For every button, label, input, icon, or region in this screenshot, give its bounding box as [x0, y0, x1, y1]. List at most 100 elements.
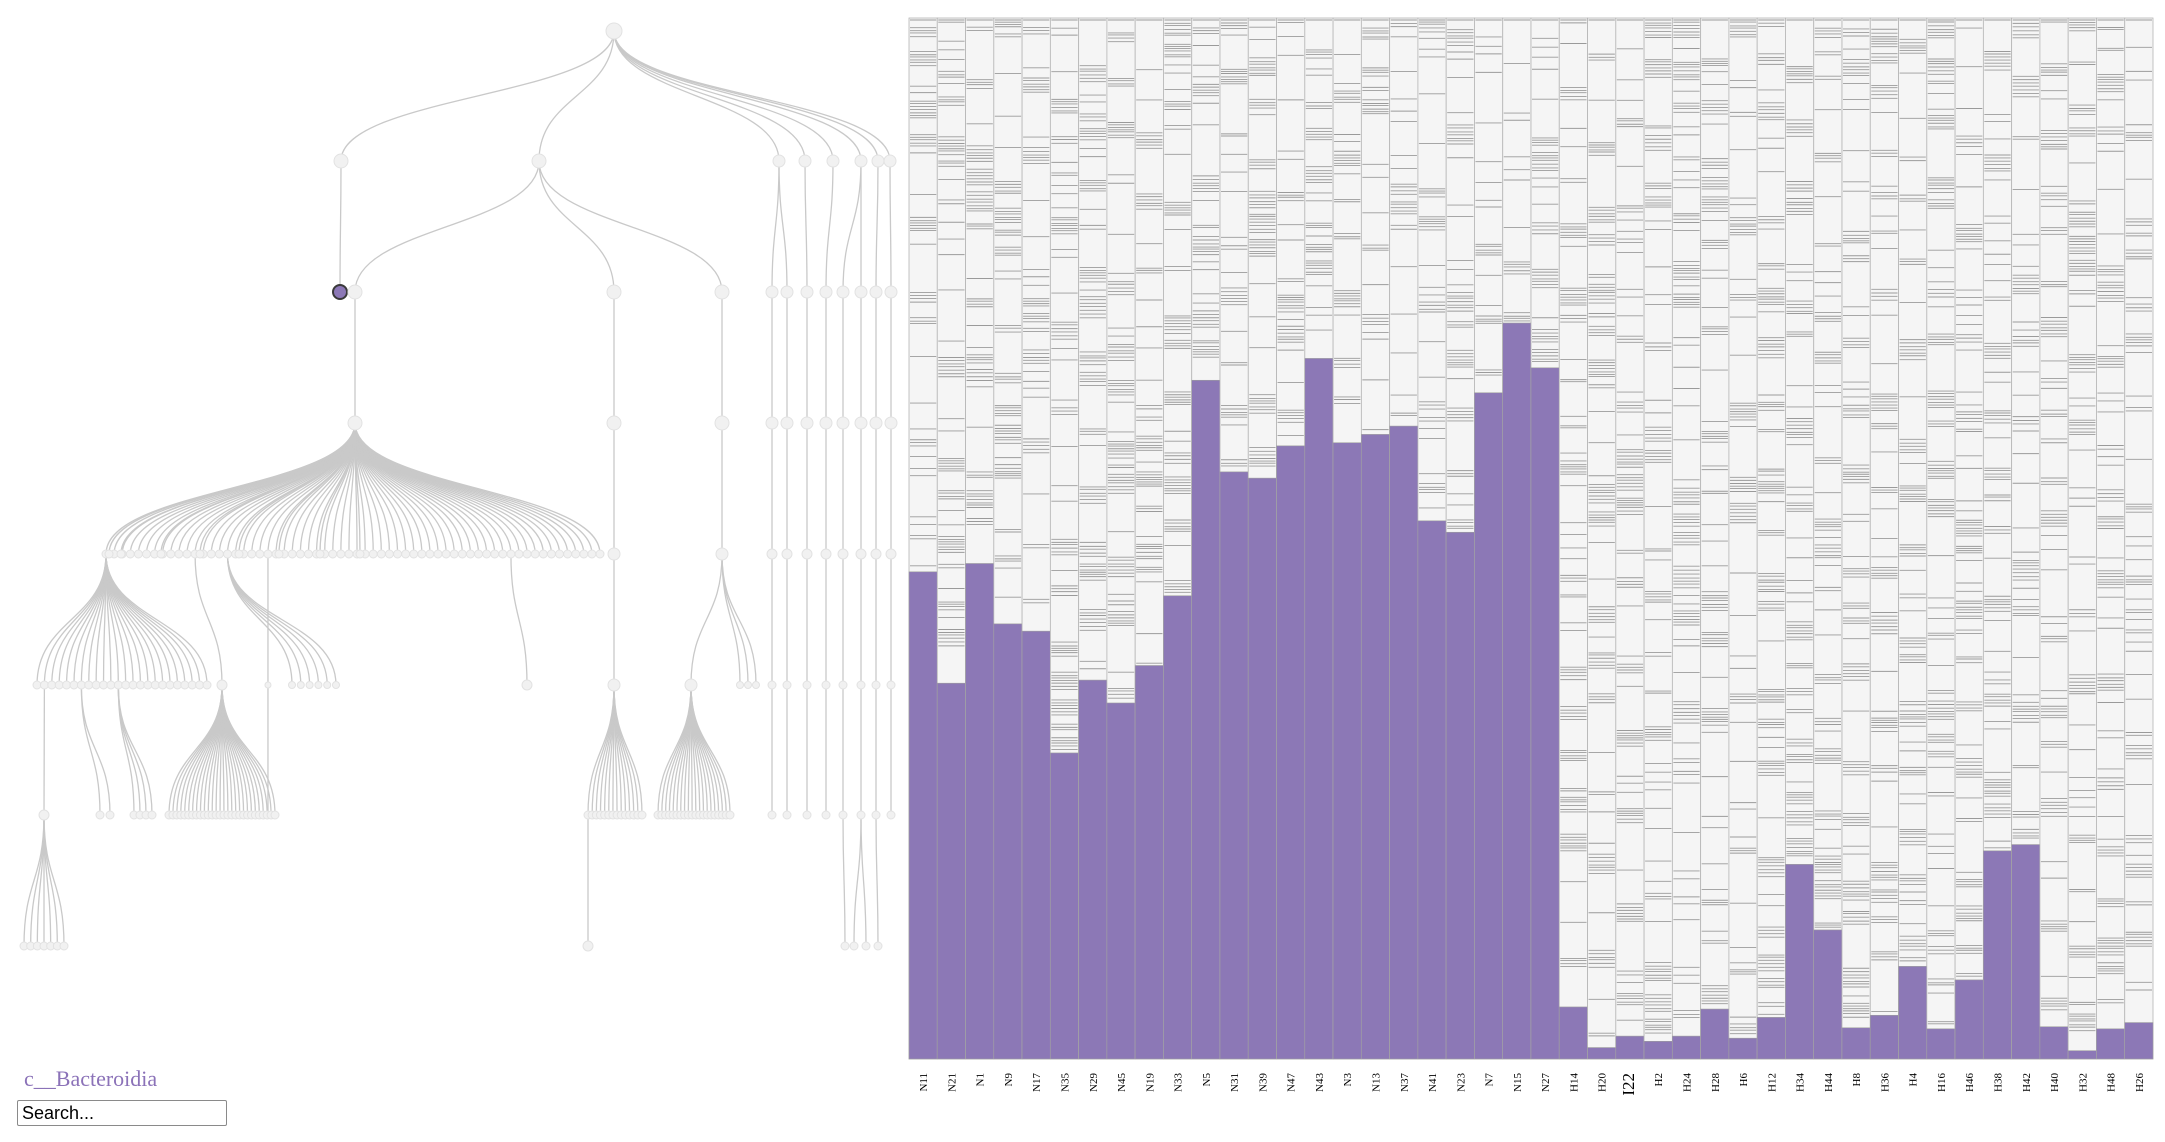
tree-node[interactable] [856, 810, 866, 820]
tree-node[interactable] [715, 547, 729, 561]
bar-N43[interactable] [1304, 358, 1334, 1060]
tree-node[interactable] [296, 681, 305, 689]
tree-node[interactable] [95, 810, 105, 820]
tree-node[interactable] [195, 549, 205, 559]
tree-node[interactable] [821, 680, 831, 690]
tree-node[interactable] [885, 548, 897, 560]
tree-node[interactable] [765, 416, 779, 430]
tree-node[interactable] [854, 416, 868, 430]
bar-N29[interactable] [1078, 679, 1108, 1060]
bar-N45[interactable] [1106, 702, 1136, 1060]
sample-column-H34[interactable] [1785, 17, 1815, 1060]
sample-column-N1[interactable] [965, 17, 995, 1060]
tree-node[interactable] [780, 285, 794, 299]
sample-column-H2[interactable] [1643, 17, 1673, 1060]
sample-column-N47[interactable] [1276, 17, 1306, 1060]
bar-H8[interactable] [1841, 1027, 1871, 1060]
tree-node[interactable] [782, 810, 792, 820]
tree-nodes[interactable] [19, 22, 898, 952]
bar-H6[interactable] [1728, 1037, 1758, 1060]
tree-node[interactable] [684, 678, 698, 692]
bar-H14[interactable] [1558, 1006, 1588, 1060]
tree-node[interactable] [883, 154, 897, 168]
tree-node[interactable] [202, 680, 212, 690]
tree-node[interactable] [147, 810, 157, 820]
tree-node[interactable] [798, 154, 812, 168]
bar-N17[interactable] [1021, 630, 1051, 1060]
tree-node[interactable] [531, 153, 547, 169]
tree-node-selected[interactable] [332, 284, 348, 300]
bar-H38[interactable] [1983, 850, 2012, 1060]
tree-node[interactable] [347, 415, 363, 431]
sample-column-H16[interactable] [1926, 17, 1956, 1060]
sample-column-H48[interactable] [2096, 17, 2126, 1060]
tree-node[interactable] [861, 941, 871, 951]
tree-node[interactable] [855, 548, 867, 560]
bar-H12[interactable] [1756, 1017, 1786, 1060]
bar-H28[interactable] [1700, 1008, 1730, 1060]
tree-node[interactable] [765, 285, 779, 299]
tree-node[interactable] [347, 284, 363, 300]
tree-node[interactable] [782, 680, 792, 690]
tree-node[interactable] [849, 941, 859, 951]
tree-node[interactable] [59, 941, 69, 951]
bar-N7[interactable] [1474, 392, 1504, 1060]
bar-I22[interactable] [1615, 1035, 1645, 1060]
bar-N37[interactable] [1389, 425, 1419, 1060]
bar-N35[interactable] [1050, 752, 1079, 1060]
tree-node[interactable] [884, 285, 898, 299]
sample-column-N17[interactable] [1021, 17, 1051, 1060]
tree-node[interactable] [104, 549, 114, 559]
tree-node[interactable] [332, 681, 340, 689]
bar-N13[interactable] [1361, 434, 1390, 1060]
tree-node[interactable] [234, 549, 244, 559]
sample-column-N13[interactable] [1360, 17, 1391, 1060]
tree-node[interactable] [270, 810, 280, 820]
tree-node[interactable] [800, 285, 814, 299]
sample-column-N9[interactable] [993, 17, 1023, 1060]
bar-N1[interactable] [965, 563, 995, 1060]
bar-N41[interactable] [1417, 520, 1447, 1060]
tree-node[interactable] [886, 680, 896, 690]
tree-node[interactable] [521, 679, 533, 691]
tree-node[interactable] [156, 549, 166, 559]
sample-column-N41[interactable] [1417, 17, 1447, 1060]
tree-node[interactable] [714, 284, 730, 300]
tree-node[interactable] [606, 284, 622, 300]
tree-node[interactable] [840, 941, 850, 951]
bar-N39[interactable] [1247, 477, 1277, 1060]
sample-column-H14[interactable] [1558, 17, 1588, 1060]
tree-node[interactable] [886, 810, 896, 820]
tree-node[interactable] [871, 810, 881, 820]
tree-node[interactable] [752, 681, 760, 689]
sample-column-H4[interactable] [1898, 17, 1928, 1060]
tree-node[interactable] [274, 549, 284, 559]
tree-node[interactable] [801, 548, 813, 560]
bar-H20[interactable] [1587, 1047, 1617, 1060]
bar-H40[interactable] [2039, 1026, 2069, 1060]
sample-column-H20[interactable] [1587, 17, 1617, 1060]
tree-node[interactable] [826, 154, 840, 168]
sample-column-N45[interactable] [1106, 17, 1136, 1060]
tree-node[interactable] [333, 153, 349, 169]
tree-node[interactable] [870, 548, 882, 560]
sample-column-N35[interactable] [1049, 17, 1080, 1060]
sample-column-H36[interactable] [1869, 17, 1899, 1060]
bar-H36[interactable] [1869, 1014, 1899, 1060]
tree-node[interactable] [802, 680, 812, 690]
tree-node[interactable] [736, 681, 744, 689]
sample-column-N37[interactable] [1389, 17, 1419, 1060]
tree-node[interactable] [323, 681, 332, 689]
tree-node[interactable] [582, 940, 594, 952]
tree-node[interactable] [315, 549, 325, 559]
tree-node[interactable] [821, 810, 831, 820]
tree-node[interactable] [744, 681, 752, 689]
bar-H4[interactable] [1898, 966, 1928, 1060]
tree-node[interactable] [780, 416, 794, 430]
tree-node[interactable] [305, 681, 314, 689]
tree-node[interactable] [820, 548, 832, 560]
tree-node[interactable] [607, 678, 621, 692]
tree-node[interactable] [637, 810, 647, 820]
tree-node[interactable] [216, 679, 228, 691]
bar-N5[interactable] [1191, 379, 1221, 1060]
